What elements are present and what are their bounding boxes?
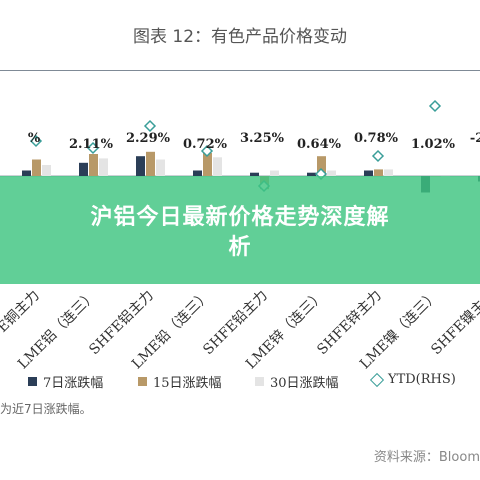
data-label-3: 0.72% (183, 137, 228, 152)
ytd-marker-6 (371, 149, 385, 163)
bar-0-4 (250, 172, 259, 176)
ytd-marker-0 (29, 134, 43, 148)
bar-0-2 (136, 156, 145, 176)
legend-label-15d: 15日涨跌幅 (153, 376, 222, 391)
ytd-marker-3 (200, 144, 214, 158)
bar-0-1 (79, 162, 88, 176)
chart-title: 图表 12：有色产品价格变动 (132, 27, 348, 47)
banner-line-2: 析 (228, 235, 252, 260)
data-label-5: 0.64% (297, 137, 342, 152)
bar-2-6 (384, 169, 393, 176)
legend-item-15d: 15日涨跌幅 (138, 372, 222, 391)
data-label-2: 2.29% (126, 131, 171, 146)
bar-2-1 (99, 158, 108, 176)
legend-label-ytd: YTD(RHS) (388, 372, 456, 387)
data-label-6: 0.78% (354, 131, 399, 146)
data-label-1: 2.11% (69, 137, 114, 152)
bar-1-5 (317, 156, 326, 176)
ytd-marker-1 (86, 141, 100, 155)
legend-swatch-30d (255, 377, 264, 386)
bar-0-3 (193, 170, 202, 176)
overlay-banner (0, 176, 480, 284)
legend-item-ytd: YTD(RHS) (369, 372, 456, 387)
banner-line-1: 沪铝今日最新价格走势深度解 (90, 205, 390, 230)
chart-source: 资料来源：Bloom (373, 450, 480, 465)
bar-1-1 (89, 154, 98, 176)
legend-swatch-7d (28, 377, 37, 386)
bar-1-2 (146, 151, 155, 176)
bar-0-6 (364, 170, 373, 176)
legend-item-30d: 30日涨跌幅 (255, 372, 339, 391)
bar-1-0 (32, 159, 41, 176)
bar-2-2 (156, 159, 165, 176)
bar-1-6 (374, 169, 383, 176)
legend-label-30d: 30日涨跌幅 (270, 376, 339, 391)
ytd-marker-2 (143, 119, 157, 133)
data-label-8: -2.8% (470, 131, 480, 146)
bar-2-3 (213, 157, 222, 176)
ytd-marker-7 (428, 99, 442, 113)
bar-2-5 (327, 170, 336, 176)
overlay-banner-text: 沪铝今日最新价格走势深度解 析 (0, 203, 480, 263)
data-label-0: % (28, 131, 41, 146)
data-label-7: 1.02% (411, 137, 456, 152)
legend-label-7d: 7日涨跌幅 (43, 376, 104, 391)
bar-2-0 (42, 165, 51, 176)
bar-0-5 (307, 172, 316, 176)
chart-top-border (0, 70, 480, 71)
chart-note: 为近7日涨跌幅。 (0, 402, 92, 416)
bar-1-3 (203, 152, 212, 176)
legend-swatch-15d (138, 377, 147, 386)
legend-item-7d: 7日涨跌幅 (28, 372, 103, 391)
chart-legend: 7日涨跌幅 15日涨跌幅 30日涨跌幅 YTD(RHS) (0, 372, 480, 392)
bar-0-0 (22, 170, 31, 176)
legend-diamond-ytd (369, 372, 385, 387)
bar-2-4 (270, 170, 279, 176)
data-label-4: 3.25% (240, 131, 285, 146)
